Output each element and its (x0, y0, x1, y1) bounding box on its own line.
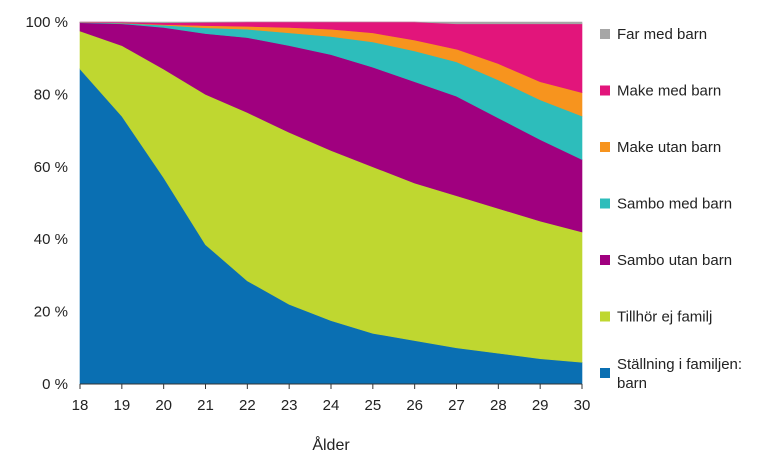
x-tick-label: 23 (281, 397, 298, 414)
x-tick-label: 19 (113, 397, 130, 414)
area-far-med-barn (79, 21, 583, 25)
x-axis-ticks: 18 19 20 21 22 23 24 25 26 27 28 29 30 (72, 384, 591, 414)
plot-areas (79, 21, 583, 385)
x-tick-label: 25 (364, 397, 381, 414)
legend-swatch-make-med-barn (600, 85, 610, 96)
x-tick-label: 20 (155, 397, 172, 414)
y-tick-label: 80 % (34, 86, 68, 103)
legend-swatch-far-med-barn (600, 29, 610, 39)
y-tick-label: 60 % (34, 159, 68, 176)
legend-label-sambo-utan-barn: Sambo utan barn (617, 252, 732, 269)
legend-swatch-st-llning-i-familjen-barn (600, 368, 610, 378)
legend-label-make-utan-barn: Make utan barn (617, 139, 721, 156)
y-tick-label: 40 % (34, 231, 68, 248)
x-tick-label: 26 (406, 397, 423, 414)
x-tick-label: 30 (574, 397, 591, 414)
y-axis-ticks: 0 % 20 % 40 % 60 % 80 % 100 % (25, 14, 68, 393)
legend-label-far-med-barn: Far med barn (617, 26, 707, 43)
legend-label-st-llning-i-familjen-barn: Ställning i familjen: barn (617, 356, 742, 392)
x-tick-label: 24 (323, 397, 340, 414)
x-tick-label: 21 (197, 397, 214, 414)
legend-swatch-sambo-utan-barn (600, 255, 610, 265)
y-tick-label: 20 % (34, 304, 68, 321)
x-tick-label: 27 (448, 397, 465, 414)
legend-swatch-sambo-med-barn (600, 198, 610, 209)
y-tick-label: 100 % (25, 14, 68, 31)
legend-swatch-tillh-r-ej-familj (600, 311, 610, 322)
legend-swatch-make-utan-barn (600, 142, 610, 152)
legend: Far med barn Make med barn Make utan barn S… (600, 26, 742, 392)
legend-label-sambo-med-barn: Sambo med barn (617, 196, 732, 213)
legend-label-make-med-barn: Make med barn (617, 83, 721, 100)
x-tick-label: 18 (72, 397, 89, 414)
x-tick-label: 22 (239, 397, 256, 414)
x-tick-label: 28 (490, 397, 507, 414)
x-axis-title: Ålder (312, 435, 350, 454)
y-tick-label: 0 % (42, 376, 68, 393)
x-tick-label: 29 (532, 397, 549, 414)
legend-label-tillh-r-ej-familj: Tillhör ej familj (617, 309, 712, 326)
